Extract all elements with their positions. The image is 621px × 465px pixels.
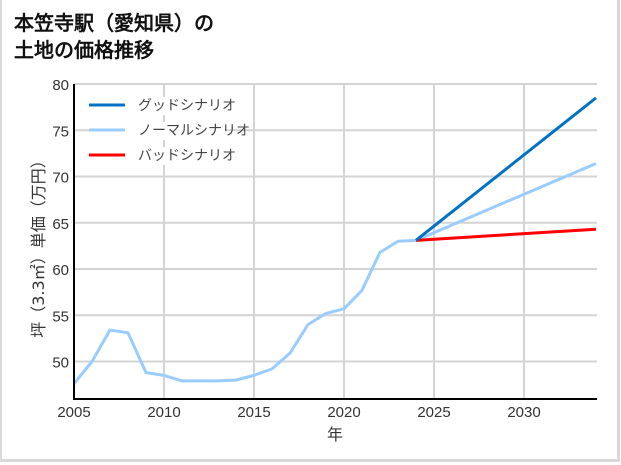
x-tick-label: 2025 <box>417 404 450 421</box>
legend-bg <box>89 122 226 140</box>
y-tick-label: 55 <box>52 308 69 325</box>
title-line-2: 土地の価格推移 <box>14 38 154 62</box>
legend-bg <box>89 147 226 165</box>
title-line-1: 本笠寺駅（愛知県）の <box>14 11 214 35</box>
x-tick-label: 2015 <box>237 404 270 421</box>
legend-label: バッドシナリオ <box>138 148 236 164</box>
legend-bg <box>89 97 226 115</box>
y-tick-label: 80 <box>52 77 69 94</box>
series-line <box>72 162 597 385</box>
y-tick-label: 65 <box>52 216 69 233</box>
legend-label: ノーマルシナリオ <box>138 123 250 139</box>
axes <box>73 84 597 400</box>
data-series <box>72 96 597 385</box>
series-line <box>415 227 597 242</box>
x-tick-label: 2005 <box>57 404 90 421</box>
y-tick-label: 70 <box>52 170 69 187</box>
x-tick-label: 2010 <box>147 404 180 421</box>
grid-lines <box>74 83 597 399</box>
y-tick-label: 75 <box>52 123 69 140</box>
y-tick-label: 60 <box>52 262 69 279</box>
legend-label: グッドシナリオ <box>138 98 236 114</box>
x-tick-label: 2030 <box>507 404 540 421</box>
y-axis-label: 坪（3.3㎡）単価（万円） <box>29 152 48 337</box>
series-line <box>415 96 597 242</box>
x-tick-label: 2020 <box>327 404 360 421</box>
chart-title: 本笠寺駅（愛知県）の 土地の価格推移 <box>14 10 214 64</box>
y-tick-label: 50 <box>52 355 69 372</box>
tick-labels: 50 55 60 65 70 75 80 2005 2010 2015 2020 2025 2030 <box>52 77 540 421</box>
x-axis-label: 年 <box>327 425 343 444</box>
